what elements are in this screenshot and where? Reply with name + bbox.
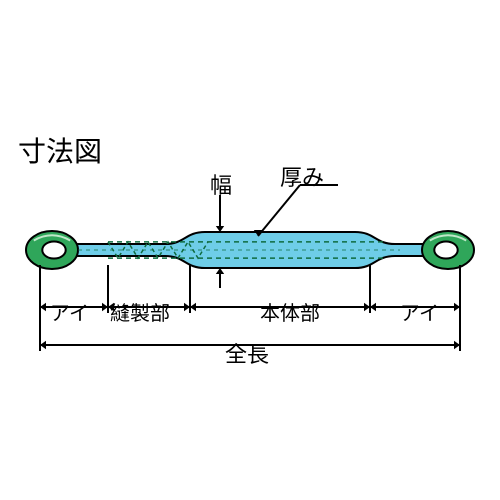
eye-loop-left — [26, 231, 78, 269]
label-overall: 全長 — [225, 337, 269, 369]
label-sewn: 縫製部 — [110, 297, 170, 326]
label-body: 本体部 — [260, 297, 320, 326]
label-width: 幅 — [210, 168, 232, 200]
thickness-leader — [258, 185, 300, 236]
label-eye-left: アイ — [50, 297, 89, 326]
eye-loop-right — [422, 231, 474, 269]
diagram-title: 寸法図 — [18, 130, 102, 170]
label-thickness: 厚み — [280, 160, 324, 192]
label-eye-right: アイ — [400, 297, 439, 326]
